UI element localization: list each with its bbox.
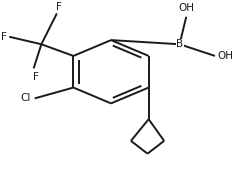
Text: OH: OH xyxy=(217,51,233,61)
Text: F: F xyxy=(33,72,39,82)
Text: OH: OH xyxy=(178,3,194,13)
Text: F: F xyxy=(1,32,7,42)
Text: Cl: Cl xyxy=(20,93,30,103)
Text: B: B xyxy=(176,39,183,49)
Text: F: F xyxy=(56,2,62,12)
